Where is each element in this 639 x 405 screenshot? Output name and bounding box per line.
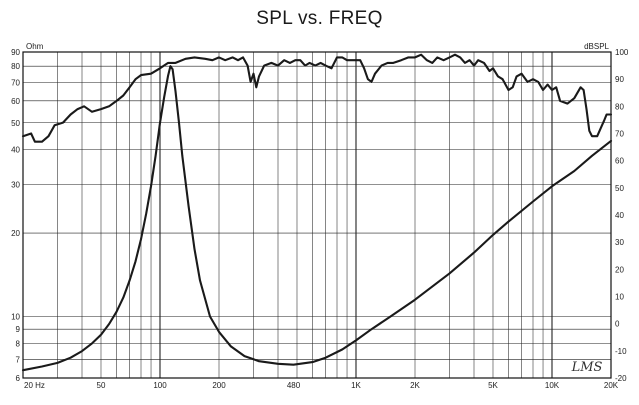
- lms-watermark: LMS: [571, 360, 603, 375]
- impedance-curve: [21, 65, 613, 372]
- x-tick-label: 20K: [604, 381, 619, 390]
- right-tick-label: 50: [615, 184, 624, 193]
- right-tick-label: 10: [615, 293, 624, 302]
- left-tick-label: 7: [16, 355, 21, 364]
- x-gridlines: [22, 52, 612, 378]
- x-tick-label: 2K: [410, 381, 420, 390]
- right-tick-label: 80: [615, 102, 624, 111]
- left-tick-label: 30: [11, 180, 20, 189]
- left-tick-label: 60: [11, 97, 20, 106]
- x-tick-label: 200: [212, 381, 226, 390]
- left-tick-label: 10: [11, 313, 20, 322]
- left-tick-label: 9: [16, 325, 21, 334]
- right-tick-label: 20: [615, 265, 624, 274]
- right-tick-label: 60: [615, 157, 624, 166]
- left-tick-label: 70: [11, 78, 20, 87]
- left-axis-unit: Ohm: [26, 42, 44, 51]
- right-tick-label: 100: [615, 48, 629, 57]
- right-tick-label: 70: [615, 130, 624, 139]
- right-tick-label: 90: [615, 75, 624, 84]
- right-axis-unit: dBSPL: [584, 42, 609, 51]
- left-tick-label: 90: [11, 48, 20, 57]
- plot-frame: [22, 51, 612, 379]
- right-tick-label: 40: [615, 211, 624, 220]
- left-tick-label: 20: [11, 229, 20, 238]
- x-tick-label: 50: [97, 381, 106, 390]
- spl-curve: [21, 53, 613, 143]
- right-tick-label: -20: [615, 374, 627, 383]
- x-tick-label: 480: [287, 381, 301, 390]
- x-tick-label: 1K: [351, 381, 361, 390]
- right-tick-label: -10: [615, 347, 627, 356]
- left-tick-label: 50: [11, 119, 20, 128]
- x-tick-label: 5K: [488, 381, 498, 390]
- left-tick-label: 6: [16, 374, 21, 383]
- right-tick-label: 0: [615, 320, 620, 329]
- x-tick-label: 20 Hz: [24, 381, 45, 390]
- left-tick-label: 40: [11, 146, 20, 155]
- right-tick-label: 30: [615, 238, 624, 247]
- x-tick-label: 10K: [545, 381, 560, 390]
- y-gridlines: [23, 51, 611, 379]
- chart-title: SPL vs. FREQ: [256, 8, 383, 29]
- x-tick-label: 100: [153, 381, 167, 390]
- left-tick-label: 80: [11, 62, 20, 71]
- left-tick-label: 8: [16, 339, 21, 348]
